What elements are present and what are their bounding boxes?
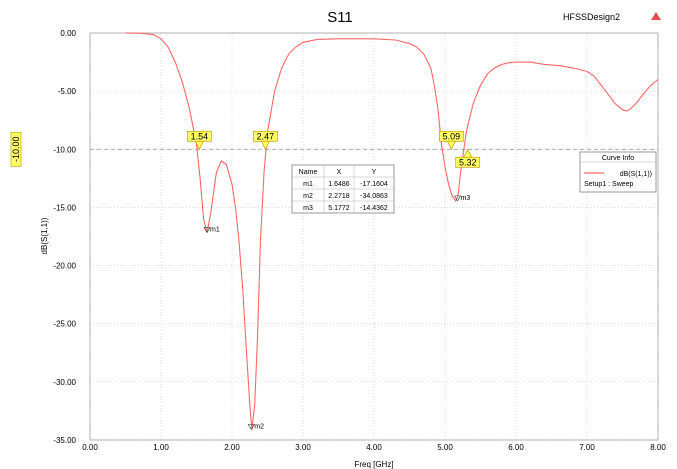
marker-table-cell: m3 bbox=[303, 205, 313, 212]
x-axis-label: Freq [GHz] bbox=[354, 460, 393, 469]
x-tick-label: 1.00 bbox=[153, 443, 169, 452]
x-tick-label: 0.00 bbox=[82, 443, 98, 452]
y-tick-label: -15.00 bbox=[53, 203, 76, 212]
reference-line-value: -10.00 bbox=[11, 137, 21, 163]
y-tick-label: -5.00 bbox=[58, 87, 77, 96]
x-tick-label: 6.00 bbox=[508, 443, 524, 452]
s11-curve bbox=[125, 32, 659, 430]
legend-box bbox=[579, 151, 657, 193]
marker-table-cell: m2 bbox=[303, 193, 313, 200]
y-axis-label: dB(S(1,1)) bbox=[40, 217, 49, 254]
marker-table-header: X bbox=[337, 169, 342, 176]
x-tick-label: 2.00 bbox=[224, 443, 240, 452]
legend-title: Curve Info bbox=[602, 155, 634, 162]
y-tick-label: 0.00 bbox=[60, 29, 76, 38]
legend-setup: Setup1 : Sweep bbox=[584, 181, 634, 188]
crossing-flag-label: 2.47 bbox=[257, 131, 275, 141]
marker-point bbox=[454, 195, 462, 202]
marker-table: Name X Ym1 1.6486 -17.1604 m2 2.2718 -34.0863 m3… bbox=[291, 164, 395, 214]
crossing-flag-label: 1.54 bbox=[191, 131, 209, 141]
marker-table-cell: 5.1772 bbox=[328, 205, 350, 212]
chart-title: S11 bbox=[327, 9, 353, 26]
legend-entry: dB(S(1,1)) bbox=[620, 171, 652, 178]
y-tick-label: -35.00 bbox=[53, 436, 76, 445]
x-tick-label: 4.00 bbox=[366, 443, 382, 452]
marker-point bbox=[203, 227, 211, 234]
marker-table-cell: 1.6486 bbox=[328, 181, 350, 188]
ansys-logo-icon bbox=[651, 12, 661, 20]
y-tick-label: -20.00 bbox=[53, 262, 76, 271]
crossing-flag-box bbox=[455, 156, 481, 168]
marker-table-cell: m1 bbox=[303, 181, 313, 188]
marker-label: m2 bbox=[254, 423, 264, 430]
crossing-flag-pointer bbox=[194, 140, 204, 151]
y-tick-label: -25.00 bbox=[53, 320, 76, 329]
marker-table-cell: -34.0863 bbox=[360, 193, 388, 200]
marker-table-cell: -14.4362 bbox=[360, 205, 388, 212]
y-tick-label: -10.00 bbox=[53, 145, 76, 154]
x-tick-label: 5.00 bbox=[437, 443, 453, 452]
x-tick-label: 3.00 bbox=[295, 443, 311, 452]
y-tick-labels: 0.00 -5.00 -10.00 -15.00 -20.00 -25.00 -30.00 -… bbox=[53, 29, 76, 445]
y-tick-label: -30.00 bbox=[53, 378, 76, 387]
crossing-flag-pointer bbox=[260, 140, 270, 151]
reference-line-label: -10.00 bbox=[10, 131, 22, 167]
crossing-flag-pointer bbox=[446, 140, 456, 151]
marker-point bbox=[247, 424, 255, 430]
design-name: HFSSDesign2 bbox=[563, 12, 620, 22]
x-tick-label: 7.00 bbox=[579, 443, 595, 452]
markers: m1 m2 m3 bbox=[203, 195, 471, 430]
x-tick-labels: 0.00 1.00 2.00 3.00 4.00 5.00 6.00 7.00 8.00 bbox=[82, 443, 666, 452]
crossing-flags: 1.54 2.47 5.09 5.32 bbox=[186, 130, 481, 168]
marker-table-cell: -17.1604 bbox=[360, 181, 388, 188]
marker-table-header: Y bbox=[372, 169, 377, 176]
marker-table-header: Name bbox=[299, 169, 318, 176]
marker-table-cell: 2.2718 bbox=[328, 193, 350, 200]
marker-label: m3 bbox=[461, 195, 471, 202]
legend: Curve Info dB(S(1,1)) Setup1 : Sweep bbox=[579, 151, 657, 193]
x-tick-label: 8.00 bbox=[650, 443, 666, 452]
crossing-flag-label: 5.09 bbox=[443, 131, 461, 141]
crossing-flag-label: 5.32 bbox=[459, 157, 477, 167]
marker-label: m1 bbox=[210, 227, 220, 234]
grid-lines bbox=[89, 32, 659, 441]
